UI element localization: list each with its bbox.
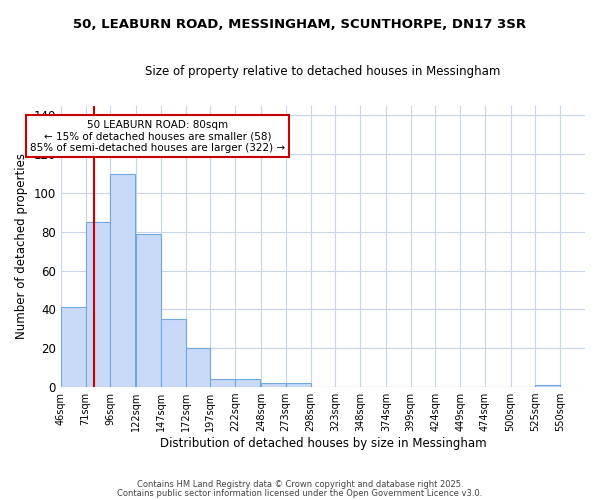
Text: Contains HM Land Registry data © Crown copyright and database right 2025.: Contains HM Land Registry data © Crown c… [137,480,463,489]
Bar [286,383,311,387]
Text: Contains public sector information licensed under the Open Government Licence v3: Contains public sector information licen… [118,488,482,498]
Bar [535,385,560,387]
Bar [136,234,161,387]
Bar [185,348,211,387]
Bar [110,174,135,387]
Title: Size of property relative to detached houses in Messingham: Size of property relative to detached ho… [145,65,500,78]
Bar [235,380,260,387]
Bar [61,308,86,387]
Y-axis label: Number of detached properties: Number of detached properties [15,154,28,340]
X-axis label: Distribution of detached houses by size in Messingham: Distribution of detached houses by size … [160,437,486,450]
Bar [211,380,235,387]
Bar [86,222,110,387]
Text: 50 LEABURN ROAD: 80sqm
← 15% of detached houses are smaller (58)
85% of semi-det: 50 LEABURN ROAD: 80sqm ← 15% of detached… [30,120,286,153]
Bar [261,383,286,387]
Bar [161,319,185,387]
Text: 50, LEABURN ROAD, MESSINGHAM, SCUNTHORPE, DN17 3SR: 50, LEABURN ROAD, MESSINGHAM, SCUNTHORPE… [73,18,527,30]
